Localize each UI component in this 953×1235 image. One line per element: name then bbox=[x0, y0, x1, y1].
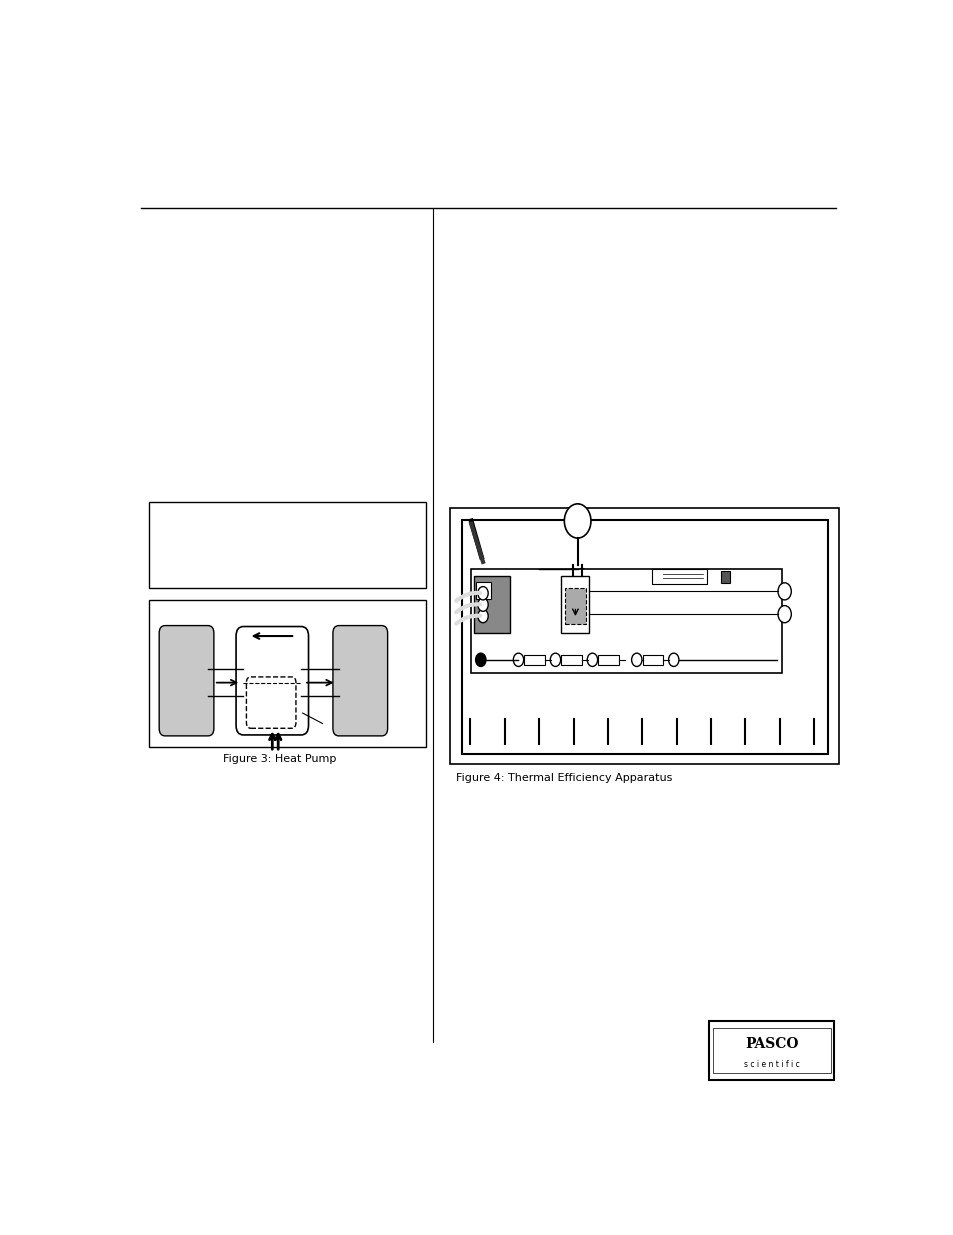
Bar bbox=[471, 568, 781, 673]
Circle shape bbox=[778, 583, 790, 600]
Bar bbox=[560, 655, 581, 664]
Bar bbox=[651, 568, 706, 584]
Text: PASCO: PASCO bbox=[744, 1037, 798, 1051]
Circle shape bbox=[778, 605, 790, 622]
Circle shape bbox=[550, 653, 560, 667]
Bar bbox=[560, 576, 589, 634]
Circle shape bbox=[476, 653, 485, 667]
Text: Figure 4: Thermal Efficiency Apparatus: Figure 4: Thermal Efficiency Apparatus bbox=[456, 773, 671, 783]
Circle shape bbox=[577, 568, 586, 580]
Bar bbox=[564, 588, 585, 624]
Bar bbox=[598, 655, 618, 664]
Circle shape bbox=[477, 598, 488, 611]
Circle shape bbox=[587, 653, 597, 667]
Bar bbox=[474, 576, 509, 634]
Bar bbox=[712, 1028, 830, 1073]
FancyBboxPatch shape bbox=[159, 626, 213, 736]
Bar bbox=[450, 508, 838, 764]
Bar bbox=[476, 582, 491, 599]
Text: Figure 3: Heat Pump: Figure 3: Heat Pump bbox=[222, 753, 335, 764]
FancyBboxPatch shape bbox=[333, 626, 387, 736]
Circle shape bbox=[564, 504, 590, 538]
Bar bbox=[642, 655, 662, 664]
Bar bbox=[524, 655, 544, 664]
Circle shape bbox=[668, 653, 679, 667]
Circle shape bbox=[568, 568, 577, 580]
Bar bbox=[149, 501, 426, 588]
Bar bbox=[149, 600, 426, 747]
FancyBboxPatch shape bbox=[246, 677, 295, 729]
FancyBboxPatch shape bbox=[708, 1021, 833, 1081]
Circle shape bbox=[477, 587, 488, 600]
FancyBboxPatch shape bbox=[235, 626, 308, 735]
Bar bbox=[720, 572, 729, 583]
Circle shape bbox=[513, 653, 523, 667]
Bar bbox=[461, 520, 826, 753]
Text: s c i e n t i f i c: s c i e n t i f i c bbox=[743, 1061, 800, 1070]
Circle shape bbox=[631, 653, 641, 667]
Circle shape bbox=[477, 609, 488, 622]
